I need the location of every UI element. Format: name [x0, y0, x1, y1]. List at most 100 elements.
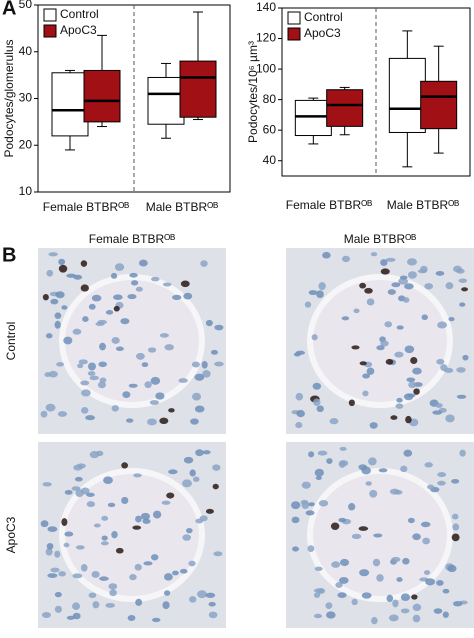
nucleus — [108, 583, 118, 590]
micrograph — [286, 442, 474, 628]
nucleus — [99, 342, 106, 351]
nucleus — [197, 590, 207, 599]
x-tick-label: Male BTBRᴼᴮ — [387, 198, 459, 212]
nucleus — [378, 468, 388, 473]
y-tick-label: 20 — [19, 137, 33, 151]
nucleus — [300, 499, 309, 505]
nucleus — [314, 468, 324, 477]
nucleus — [386, 594, 394, 603]
column-label: Female BTBRᴼᴮ — [89, 232, 175, 246]
nucleus — [385, 257, 396, 262]
nucleus — [313, 613, 323, 619]
nucleus — [202, 450, 211, 455]
nucleus — [159, 417, 169, 425]
nucleus — [78, 359, 88, 365]
nucleus — [54, 312, 62, 319]
nucleus — [111, 405, 119, 412]
nucleus — [307, 545, 315, 552]
nucleus — [400, 465, 408, 473]
y-tick-label: 100 — [256, 61, 276, 75]
nucleus — [50, 567, 60, 573]
nucleus — [75, 545, 85, 550]
nucleus — [188, 560, 196, 567]
legend-swatch — [287, 11, 301, 25]
nucleus — [194, 373, 205, 381]
nucleus — [316, 290, 324, 299]
nucleus — [445, 282, 454, 290]
nucleus — [161, 500, 171, 505]
box — [420, 80, 458, 130]
nucleus — [168, 469, 178, 475]
nucleus — [422, 537, 431, 545]
nucleus — [97, 381, 107, 389]
nucleus — [162, 601, 170, 610]
nucleus — [329, 418, 339, 425]
nucleus — [147, 347, 157, 353]
nucleus — [413, 388, 420, 395]
nucleus — [85, 415, 96, 421]
nucleus — [338, 576, 349, 584]
nucleus — [189, 596, 197, 603]
nucleus — [403, 393, 414, 401]
nucleus — [293, 352, 301, 357]
nucleus — [71, 486, 81, 491]
nucleus — [380, 268, 390, 275]
nucleus — [113, 305, 120, 312]
legend-label: ApoC3 — [304, 26, 341, 40]
nucleus — [445, 414, 455, 423]
nucleus — [66, 615, 75, 620]
nucleus — [149, 400, 160, 405]
nucleus — [202, 369, 211, 378]
nucleus — [82, 316, 89, 323]
nucleus — [290, 501, 301, 510]
legend-label: ApoC3 — [60, 23, 97, 37]
nucleus — [178, 378, 188, 383]
row-label: Control — [4, 322, 18, 361]
nucleus — [91, 571, 100, 578]
nucleus — [339, 446, 347, 451]
box — [294, 99, 332, 137]
box — [83, 69, 121, 123]
y-tick-label: 40 — [19, 44, 33, 58]
panel-label: A — [2, 0, 16, 19]
nucleus — [339, 558, 350, 567]
y-tick-label: 80 — [263, 92, 277, 106]
nucleus — [361, 592, 372, 599]
nucleus — [366, 367, 375, 375]
nucleus — [55, 291, 65, 299]
nucleus — [186, 528, 193, 534]
y-tick-label: 50 — [19, 0, 33, 11]
nucleus — [391, 556, 401, 562]
nucleus — [442, 588, 450, 594]
nucleus — [369, 422, 378, 429]
nucleus — [98, 361, 107, 368]
nucleus — [424, 283, 434, 290]
nucleus — [57, 411, 68, 417]
nucleus — [80, 284, 89, 292]
nucleus — [370, 252, 378, 257]
nucleus — [301, 481, 311, 489]
nucleus — [337, 592, 347, 598]
nucleus — [368, 457, 377, 466]
nucleus — [400, 608, 410, 614]
nucleus — [54, 605, 62, 613]
nucleus — [133, 473, 142, 478]
nucleus — [392, 599, 399, 608]
nucleus — [365, 481, 372, 486]
nucleus — [151, 617, 161, 623]
nucleus — [432, 410, 443, 415]
nucleus — [172, 570, 179, 576]
nucleus — [436, 580, 444, 586]
nucleus — [58, 264, 68, 273]
nucleus — [396, 325, 404, 330]
nucleus — [456, 268, 465, 274]
nucleus — [101, 535, 108, 541]
nucleus — [47, 526, 58, 532]
nucleus — [433, 608, 443, 614]
nucleus — [63, 542, 70, 548]
nucleus — [121, 462, 129, 469]
nucleus — [421, 314, 428, 321]
nucleus — [110, 272, 118, 279]
nucleus — [42, 482, 52, 487]
nucleus — [364, 287, 373, 294]
